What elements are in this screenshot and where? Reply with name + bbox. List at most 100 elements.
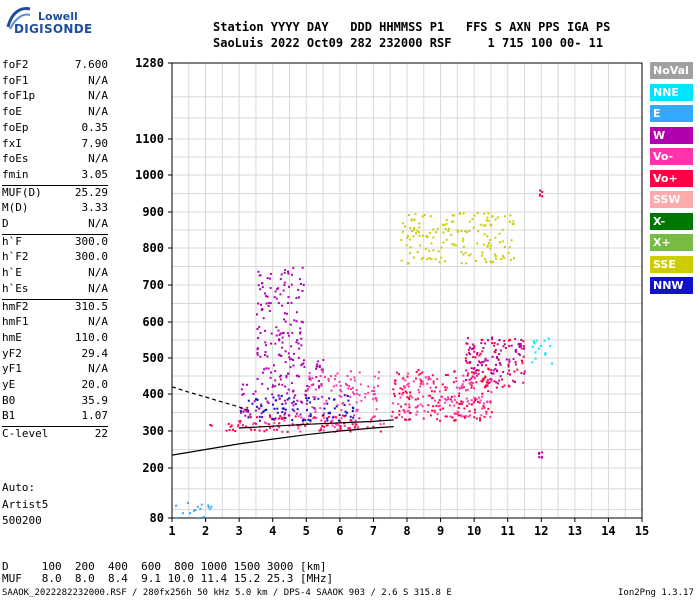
echo-point (503, 245, 506, 248)
echo-point (486, 216, 489, 219)
echo-point (346, 395, 349, 397)
echo-point (175, 516, 178, 519)
echo-cluster (465, 336, 526, 385)
echo-point (430, 242, 433, 245)
param-value: N/A (88, 73, 108, 87)
echo-point (451, 243, 454, 246)
echo-point (346, 411, 349, 414)
echo-point (288, 285, 290, 288)
echo-point (366, 426, 369, 429)
echo-point (521, 362, 524, 365)
echo-point (488, 381, 491, 384)
echo-point (355, 389, 358, 391)
param-row-fof1p: foF1p N/A (2, 89, 108, 104)
echo-point (415, 377, 417, 380)
echo-point (379, 419, 381, 422)
echo-point (289, 366, 292, 369)
echo-point (452, 381, 455, 384)
param-row-ye: yE 20.0 (2, 378, 108, 393)
echo-point (307, 415, 310, 418)
echo-point (484, 357, 487, 360)
echo-point (469, 253, 472, 256)
echo-point (460, 414, 463, 417)
echo-point (294, 394, 297, 397)
echo-point (256, 347, 259, 350)
echo-point (403, 410, 406, 412)
echo-point (419, 372, 422, 375)
echo-point (396, 371, 398, 374)
echo-point (247, 411, 250, 414)
echo-point (287, 388, 290, 391)
echo-point (350, 388, 352, 391)
echo-point (321, 425, 323, 428)
echo-point (392, 388, 395, 391)
param-separator (2, 426, 108, 428)
echo-point (278, 422, 281, 425)
echo-point (309, 413, 312, 416)
echo-point (421, 371, 424, 374)
echo-point (483, 415, 486, 418)
echo-point (468, 382, 471, 385)
echo-point (273, 428, 275, 431)
echo-point (341, 402, 344, 405)
echo-point (291, 402, 294, 405)
echo-point (337, 419, 340, 422)
echo-point (409, 246, 412, 249)
echo-point (455, 377, 457, 379)
echo-point (245, 410, 248, 413)
echo-point (373, 375, 376, 378)
echo-point (372, 393, 375, 396)
echo-point (465, 262, 468, 265)
echo-point (286, 332, 289, 335)
echo-point (301, 321, 304, 324)
echo-point (275, 428, 278, 431)
echo-point (435, 404, 438, 407)
echo-point (408, 214, 410, 216)
echo-point (417, 373, 420, 376)
echo-point (353, 379, 356, 382)
echo-point (468, 402, 471, 405)
y-tick-label: 800 (142, 241, 164, 255)
echo-point (469, 346, 471, 349)
echo-point (473, 416, 476, 419)
echo-point (477, 401, 480, 403)
echo-point (493, 344, 496, 347)
echo-point (489, 239, 492, 241)
echo-point (302, 422, 305, 425)
echo-point (472, 356, 475, 358)
x-tick-label: 13 (568, 524, 582, 538)
echo-point (306, 385, 309, 387)
echo-point (259, 288, 262, 291)
echo-point (307, 418, 310, 421)
echo-point (493, 342, 496, 344)
echo-point (320, 384, 323, 387)
echo-point (413, 228, 416, 231)
echo-point (514, 361, 517, 364)
echo-point (314, 410, 317, 413)
echo-point (285, 374, 288, 377)
echo-point (465, 353, 468, 356)
logo-digisonde: DIGISONDE (14, 22, 93, 36)
echo-point (417, 388, 420, 391)
distance-row: D 100 200 400 600 800 1000 1500 3000 [km… (2, 560, 327, 573)
echo-point (470, 403, 473, 406)
echo-point (333, 407, 336, 410)
echo-point (394, 416, 397, 419)
echo-point (493, 350, 496, 353)
legend-item-w: W (650, 126, 693, 144)
echo-point (274, 290, 277, 293)
echo-point (349, 415, 352, 418)
echo-point (291, 408, 294, 411)
echo-point (382, 422, 385, 425)
echo-point (479, 361, 482, 364)
echo-point (483, 243, 486, 246)
param-row-h-es: h`Es N/A (2, 282, 108, 297)
echo-point (377, 384, 379, 387)
echo-point (462, 212, 465, 215)
echo-point (355, 410, 358, 413)
echo-point (434, 411, 436, 414)
echo-point (298, 375, 300, 378)
echo-point (474, 408, 476, 411)
echo-point (271, 418, 274, 421)
param-row-b0: B0 35.9 (2, 394, 108, 409)
